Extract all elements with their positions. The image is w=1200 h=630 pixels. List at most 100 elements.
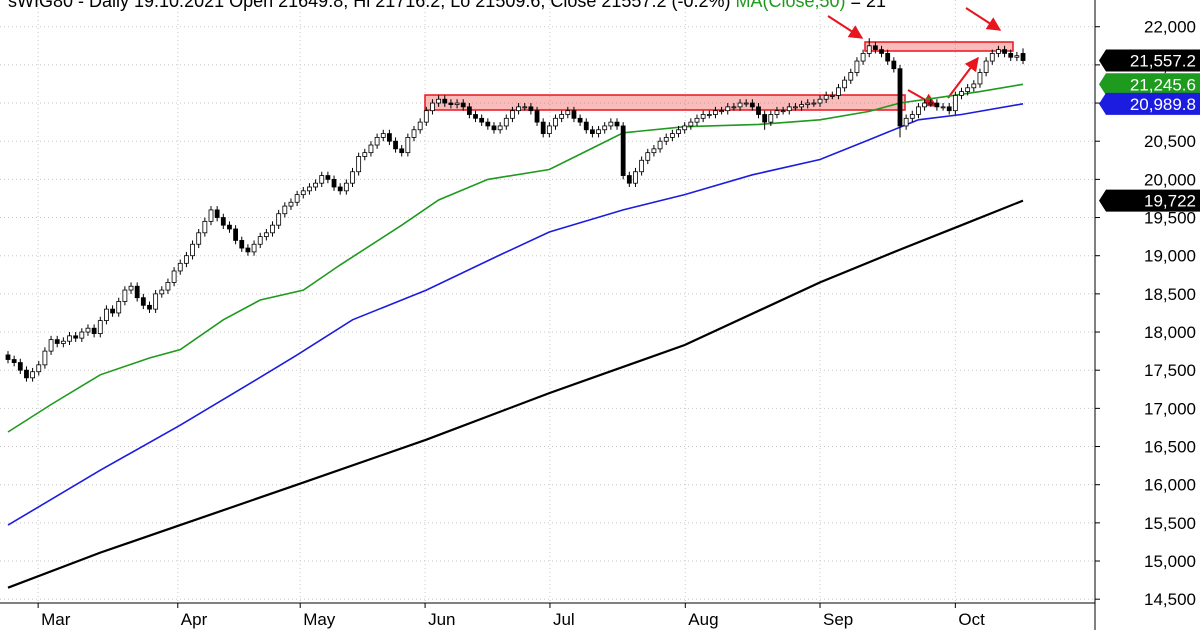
annotation-arrow bbox=[965, 7, 1002, 31]
candle-body bbox=[227, 224, 232, 230]
candle-body bbox=[393, 140, 398, 150]
price-tag bbox=[1099, 49, 1200, 72]
y-tick-label: 17,500 bbox=[1144, 361, 1196, 380]
candle-body bbox=[319, 175, 325, 184]
candle-body bbox=[909, 114, 915, 119]
candle-body bbox=[220, 217, 226, 226]
candle-body bbox=[848, 72, 854, 81]
candle-body bbox=[860, 53, 866, 62]
candle-body bbox=[694, 117, 700, 123]
y-tick-label: 16,500 bbox=[1144, 438, 1196, 457]
candle-body bbox=[417, 121, 423, 131]
candle-body bbox=[337, 186, 343, 192]
y-tick-label: 19,000 bbox=[1144, 247, 1196, 266]
candle-body bbox=[651, 148, 657, 154]
ma-line bbox=[7, 103, 1024, 526]
candle-body bbox=[793, 106, 798, 109]
candle-body bbox=[165, 282, 171, 291]
candle-body bbox=[522, 106, 528, 109]
candle-body bbox=[448, 102, 454, 105]
candle-body bbox=[300, 190, 306, 196]
candle-body bbox=[454, 102, 460, 105]
x-tick-label: Mar bbox=[41, 610, 71, 629]
candle-body bbox=[577, 117, 583, 123]
candle-body bbox=[676, 129, 681, 134]
candle-body bbox=[190, 243, 195, 257]
candle-body bbox=[780, 110, 786, 113]
ma-line bbox=[7, 83, 1024, 433]
y-tick-label: 17,000 bbox=[1144, 399, 1196, 418]
candle-body bbox=[239, 240, 245, 249]
candle-body bbox=[510, 110, 515, 119]
candle-body bbox=[774, 110, 780, 115]
candle-body bbox=[30, 371, 36, 379]
y-tick-label: 18,000 bbox=[1144, 323, 1196, 342]
candle-body bbox=[79, 331, 85, 339]
y-tick-label: 22,000 bbox=[1144, 18, 1196, 37]
candle-body bbox=[823, 95, 829, 100]
x-tick-label: Aug bbox=[688, 610, 718, 629]
title-text: sWIG80 - Daily 19.10.2021 Open 21649.8, … bbox=[8, 0, 730, 11]
candle-body bbox=[940, 106, 946, 109]
candle-body bbox=[282, 205, 288, 215]
candle-body bbox=[91, 327, 97, 334]
price-tag bbox=[1099, 189, 1200, 212]
candle-body bbox=[466, 106, 472, 115]
candle-body bbox=[140, 297, 146, 306]
candle-body bbox=[590, 129, 595, 134]
x-tick-label: May bbox=[303, 610, 336, 629]
candle-body bbox=[565, 110, 571, 115]
candle-body bbox=[829, 95, 835, 97]
candle-body bbox=[356, 156, 362, 173]
annotation-arrow bbox=[947, 56, 979, 99]
candle-body bbox=[737, 102, 743, 108]
x-tick-label: Jun bbox=[428, 610, 455, 629]
candle-body bbox=[24, 369, 29, 379]
candle-body bbox=[989, 53, 995, 62]
candle-body bbox=[473, 114, 478, 119]
candle-body bbox=[540, 121, 546, 134]
candle-body bbox=[17, 362, 23, 371]
candle-body bbox=[171, 270, 177, 283]
candle-body bbox=[928, 102, 934, 105]
candle-body bbox=[965, 87, 971, 92]
candle-body bbox=[97, 320, 103, 334]
y-tick-label: 14,500 bbox=[1144, 590, 1196, 609]
candle-body bbox=[1008, 53, 1014, 58]
candle-body bbox=[645, 152, 651, 161]
candle-body bbox=[233, 228, 239, 241]
candle-body bbox=[214, 209, 220, 218]
candle-body bbox=[134, 285, 140, 299]
candle-body bbox=[583, 121, 589, 131]
candle-body bbox=[110, 308, 115, 314]
candle-body bbox=[1014, 55, 1020, 58]
candle-body bbox=[977, 72, 983, 85]
candle-body bbox=[1002, 49, 1007, 54]
candle-body bbox=[749, 102, 755, 108]
candle-body bbox=[743, 102, 749, 105]
candle-body bbox=[596, 129, 601, 134]
price-tags: 21,557.2 21,245.620,989.8 19,722 bbox=[1099, 49, 1200, 212]
y-tick-label: 15,000 bbox=[1144, 552, 1196, 571]
candle-body bbox=[885, 53, 891, 62]
candle-body bbox=[971, 83, 977, 89]
y-tick-label: 20,500 bbox=[1144, 132, 1196, 151]
candle-body bbox=[959, 91, 964, 96]
candle-body bbox=[811, 102, 817, 105]
candle-body bbox=[11, 359, 17, 363]
moving-averages bbox=[7, 83, 1024, 589]
price-tag-label: 21,245.6 bbox=[1130, 75, 1196, 94]
resistance-zone bbox=[864, 41, 1014, 52]
candle-body bbox=[706, 114, 712, 116]
candle-body bbox=[177, 262, 183, 272]
y-tick-label: 15,500 bbox=[1144, 514, 1196, 533]
candle-body bbox=[639, 159, 645, 173]
y-tick-label: 18,500 bbox=[1144, 285, 1196, 304]
candle-body bbox=[485, 121, 491, 127]
candle-body bbox=[405, 136, 411, 154]
candle-body bbox=[399, 148, 405, 154]
candle-body bbox=[762, 114, 768, 123]
grid bbox=[0, 0, 1095, 603]
price-tag-label: 19,722 bbox=[1144, 192, 1196, 211]
candle-body bbox=[436, 98, 442, 104]
